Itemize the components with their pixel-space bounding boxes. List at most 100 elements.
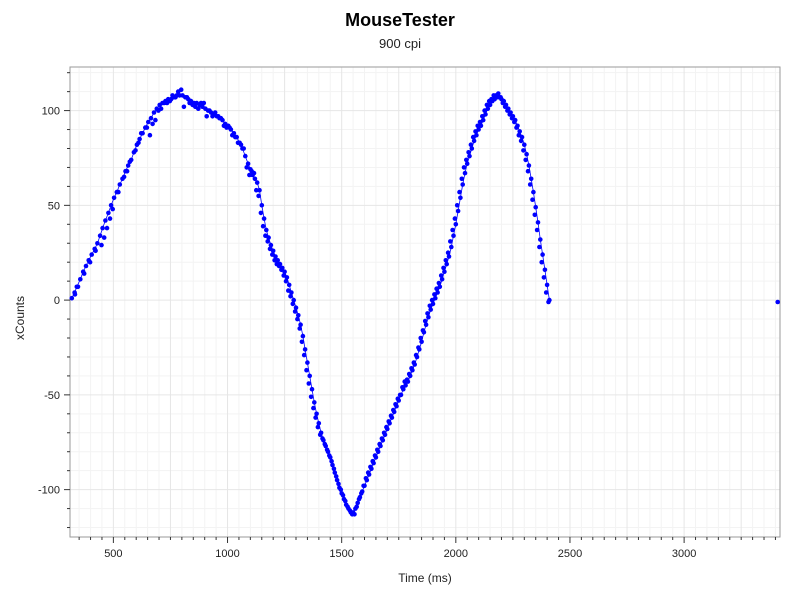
data-point bbox=[320, 436, 325, 441]
x-tick-label: 3000 bbox=[672, 548, 696, 560]
data-point bbox=[471, 138, 477, 144]
data-point bbox=[296, 313, 301, 318]
data-point bbox=[539, 259, 544, 265]
data-point bbox=[533, 204, 538, 210]
data-point bbox=[542, 267, 548, 273]
data-point bbox=[540, 252, 545, 257]
data-point bbox=[428, 307, 434, 312]
data-point bbox=[443, 258, 449, 263]
data-point bbox=[525, 168, 531, 174]
data-point bbox=[452, 216, 458, 221]
data-point bbox=[516, 132, 522, 138]
data-point bbox=[411, 360, 417, 365]
data-point bbox=[361, 483, 366, 489]
data-point bbox=[286, 288, 291, 293]
data-point bbox=[468, 142, 474, 147]
data-point bbox=[512, 119, 517, 125]
data-point bbox=[386, 419, 392, 424]
data-point bbox=[416, 345, 421, 350]
data-point bbox=[309, 386, 315, 392]
data-point bbox=[470, 134, 476, 140]
data-point bbox=[775, 299, 780, 305]
data-point bbox=[535, 220, 541, 225]
data-point bbox=[69, 295, 75, 301]
data-point bbox=[459, 176, 465, 182]
data-point bbox=[247, 172, 252, 178]
data-point bbox=[336, 481, 341, 487]
data-point bbox=[144, 125, 150, 130]
data-point bbox=[241, 146, 246, 151]
data-point bbox=[244, 165, 249, 170]
data-point bbox=[104, 225, 110, 231]
data-point bbox=[238, 142, 244, 147]
data-point bbox=[487, 102, 493, 108]
data-point bbox=[316, 421, 322, 426]
data-point bbox=[439, 277, 445, 282]
data-point bbox=[125, 163, 131, 168]
data-point bbox=[544, 282, 550, 288]
grid-layer bbox=[70, 67, 780, 537]
data-point bbox=[538, 237, 543, 242]
x-tick-label: 2000 bbox=[444, 548, 468, 560]
data-point bbox=[446, 254, 452, 259]
data-point bbox=[252, 176, 258, 182]
data-point bbox=[108, 203, 114, 208]
data-point bbox=[531, 189, 536, 195]
data-point bbox=[469, 146, 475, 151]
data-point bbox=[201, 100, 207, 106]
data-point bbox=[286, 282, 292, 288]
data-point bbox=[324, 447, 330, 453]
data-point bbox=[89, 252, 94, 257]
data-point bbox=[251, 170, 257, 176]
data-point bbox=[72, 292, 78, 297]
data-point bbox=[295, 316, 300, 322]
data-point bbox=[297, 326, 303, 331]
data-point bbox=[546, 299, 551, 305]
data-point bbox=[363, 476, 369, 481]
data-point bbox=[537, 244, 542, 250]
data-point bbox=[308, 394, 314, 400]
data-point bbox=[151, 110, 157, 115]
data-point bbox=[484, 102, 490, 108]
x-tick-label: 1500 bbox=[329, 548, 353, 560]
data-point bbox=[462, 170, 468, 176]
data-point bbox=[327, 453, 332, 458]
data-point bbox=[265, 239, 271, 244]
data-point bbox=[338, 487, 344, 492]
x-tick-label: 2500 bbox=[558, 548, 582, 560]
data-point bbox=[178, 87, 184, 92]
data-point bbox=[110, 206, 115, 212]
data-point bbox=[379, 436, 385, 441]
data-point bbox=[81, 271, 87, 276]
data-point bbox=[210, 114, 215, 119]
axis-layer: 500 1000 1500 2000 2500 3000 -100 -50 0 50 100 bbox=[38, 66, 781, 560]
data-point bbox=[314, 411, 319, 417]
data-point bbox=[305, 360, 310, 365]
data-point bbox=[283, 278, 289, 284]
data-point bbox=[450, 227, 455, 233]
data-point bbox=[124, 168, 130, 174]
data-point bbox=[454, 203, 460, 208]
data-point bbox=[429, 297, 435, 303]
data-point bbox=[101, 235, 107, 240]
data-point bbox=[158, 106, 164, 111]
data-point bbox=[420, 328, 426, 333]
data-point bbox=[377, 441, 382, 447]
data-point bbox=[370, 458, 376, 464]
chart-title: MouseTester bbox=[345, 10, 455, 30]
data-point bbox=[434, 286, 439, 292]
data-point bbox=[445, 250, 451, 255]
data-layer bbox=[69, 87, 780, 517]
data-point bbox=[268, 242, 274, 248]
data-point bbox=[95, 241, 100, 246]
data-point bbox=[313, 415, 318, 420]
data-point bbox=[532, 212, 538, 218]
data-point bbox=[153, 117, 158, 123]
data-point bbox=[464, 157, 469, 163]
data-point bbox=[93, 248, 98, 254]
data-point bbox=[509, 115, 515, 121]
data-point bbox=[259, 203, 265, 208]
data-point bbox=[436, 280, 442, 286]
data-point bbox=[400, 385, 405, 390]
